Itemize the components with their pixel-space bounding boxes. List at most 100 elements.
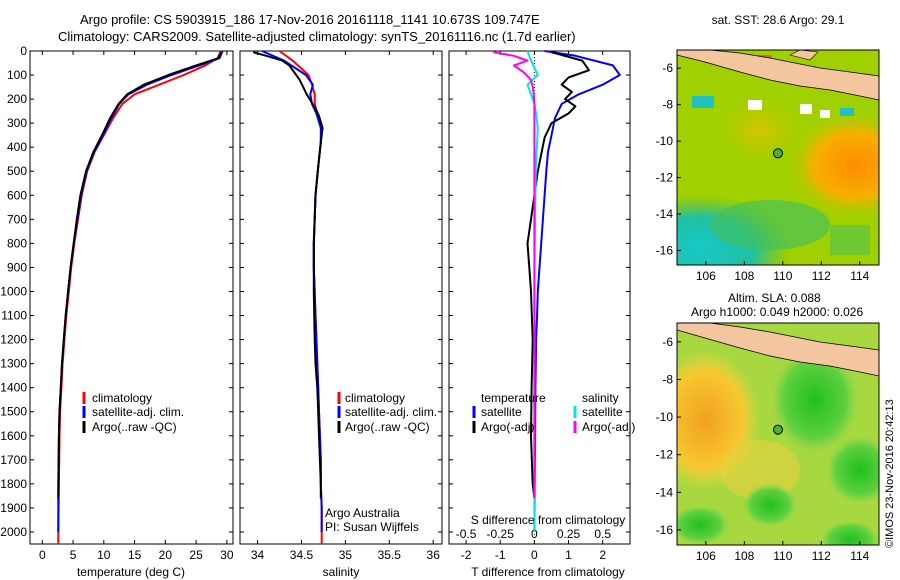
note-pi: PI: Susan Wijffels — [325, 520, 419, 534]
sst-cyan-cell — [692, 96, 714, 108]
sst-cyan-cell — [840, 108, 854, 116]
x-tick-label: 35 — [339, 548, 353, 562]
x2-tick-label: -0.25 — [487, 527, 515, 541]
land-java — [677, 50, 879, 101]
x-tick-label: 20 — [159, 548, 173, 562]
x-tick-label: 35.5 — [378, 548, 402, 562]
series-line-s-argo-adj — [493, 51, 536, 499]
x-tick-label: 2 — [599, 548, 606, 562]
x-tick-label: 34 — [251, 548, 265, 562]
x-tick-label: 34.5 — [290, 548, 314, 562]
sst-cloud-cell — [800, 104, 812, 114]
difference-x2label: S difference from climatology — [471, 513, 626, 527]
legend-label-argo: Argo(..raw -QC) — [345, 420, 430, 434]
map-x-tick-label: 114 — [850, 269, 869, 283]
series-line-t-satellite — [533, 50, 621, 533]
temperature-xlabel: temperature (deg C) — [77, 565, 185, 579]
x-tick-label: 5 — [70, 548, 77, 562]
temperature-panel: 0100200300400500600700800900100011001200… — [0, 44, 234, 579]
sla-map: Altim. SLA: 0.088 Argo h1000: 0.049 h200… — [656, 291, 880, 563]
map-y-tick-label: -16 — [656, 243, 674, 257]
legend-title-temperature: temperature — [481, 391, 546, 405]
legend-label-satellite: satellite-adj. clim. — [92, 405, 184, 419]
map-y-tick-label: -10 — [656, 410, 674, 424]
difference-legend: temperature salinity satellite Argo(-adj… — [472, 391, 635, 434]
sst-map-frame — [676, 49, 880, 266]
map-x-tick-label: 110 — [773, 549, 792, 563]
series-line-argo-raw-qc — [252, 51, 324, 499]
note-argo-australia: Argo Australia — [325, 506, 400, 520]
y-tick-label: 100 — [7, 68, 27, 82]
map-y-tick-label: -6 — [662, 61, 673, 75]
map-x-tick-label: 106 — [696, 549, 716, 563]
series-line-t-argo-adj — [526, 51, 590, 499]
sla-low-patch — [677, 505, 730, 545]
y-tick-label: 700 — [7, 212, 27, 226]
x-tick-label: -2 — [461, 548, 472, 562]
y-tick-label: 600 — [7, 188, 27, 202]
y-tick-label: 1900 — [0, 501, 27, 515]
salinity-xlabel: salinity — [323, 565, 360, 579]
map-y-tick-label: -12 — [656, 171, 674, 185]
sla-low-patch — [825, 435, 879, 505]
y-tick-label: 1100 — [1, 309, 27, 323]
y-tick-label: 400 — [7, 140, 27, 154]
x-tick-label: 1 — [565, 548, 572, 562]
sst-cloud-cell — [820, 110, 830, 118]
sst-green-corner — [830, 225, 870, 255]
legend-title-salinity: salinity — [582, 391, 619, 405]
x-tick-label: 0 — [531, 548, 538, 562]
series-line-climatology — [57, 50, 222, 544]
map-x-tick-label: 106 — [696, 269, 716, 283]
difference-axes-frame — [448, 50, 631, 545]
salinity-panel: 34 34.5 35 35.5 36 salinity climatology sate… — [239, 50, 443, 579]
y-tick-label: 2000 — [0, 525, 27, 539]
legend-label-t-argo: Argo(-adj) — [481, 420, 534, 434]
y-tick-label: 0 — [20, 44, 27, 58]
series-line-argo-raw-qc — [57, 51, 223, 499]
map-x-tick-label: 114 — [850, 549, 869, 563]
map-y-tick-label: -6 — [662, 335, 673, 349]
y-tick-label: 300 — [7, 116, 27, 130]
map-y-tick-label: -14 — [656, 207, 674, 221]
x-tick-label: 25 — [189, 548, 203, 562]
legend-label-climatology: climatology — [92, 391, 152, 405]
sla-low-patch — [770, 345, 860, 455]
sla-low-patch — [742, 483, 798, 527]
y-tick-label: 1500 — [0, 405, 27, 419]
argo-position-marker — [773, 148, 783, 159]
x-tick-label: 15 — [128, 548, 142, 562]
map-y-tick-label: -8 — [662, 372, 673, 386]
map-x-tick-label: 108 — [734, 549, 754, 563]
y-tick-label: 800 — [7, 236, 27, 250]
y-tick-label: 1700 — [0, 453, 27, 467]
x2-tick-label: 0.5 — [594, 527, 611, 541]
argo-position-marker — [773, 424, 783, 435]
y-tick-label: 200 — [7, 92, 27, 106]
temperature-axes-frame — [29, 50, 234, 545]
y-tick-label: 1000 — [0, 284, 27, 298]
map-y-tick-label: -14 — [656, 485, 674, 499]
sla-map-title-2: Argo h1000: 0.049 h2000: 0.026 — [691, 305, 863, 319]
legend-label-satellite: satellite-adj. clim. — [345, 405, 437, 419]
temperature-legend: climatology satellite-adj. clim. Argo(..… — [82, 391, 184, 434]
salinity-legend: climatology satellite-adj. clim. Argo(..… — [337, 391, 437, 434]
header-line-2: Climatology: CARS2009. Satellite-adjuste… — [58, 29, 576, 44]
salinity-axes-frame — [239, 50, 443, 545]
imos-timestamp-label: ©IMOS 23-Nov-2016 20:42:13 — [884, 399, 896, 548]
y-tick-label: 1300 — [0, 357, 27, 371]
land-island — [789, 50, 819, 61]
x-tick-label: 30 — [220, 548, 234, 562]
x2-tick-label: 0.25 — [557, 527, 581, 541]
legend-label-argo: Argo(..raw -QC) — [92, 420, 177, 434]
x-tick-label: 36 — [427, 548, 441, 562]
sst-map: sat. SST: 28.6 Argo: 29.1 106 108 110 112 11… — [656, 13, 880, 283]
y-tick-label: 1600 — [0, 429, 27, 443]
map-y-tick-label: -12 — [656, 448, 674, 462]
x2-tick-label: -0.5 — [456, 527, 477, 541]
y-tick-label: 1200 — [0, 333, 27, 347]
x-tick-label: 0 — [39, 548, 46, 562]
sla-low-patch — [820, 520, 879, 545]
